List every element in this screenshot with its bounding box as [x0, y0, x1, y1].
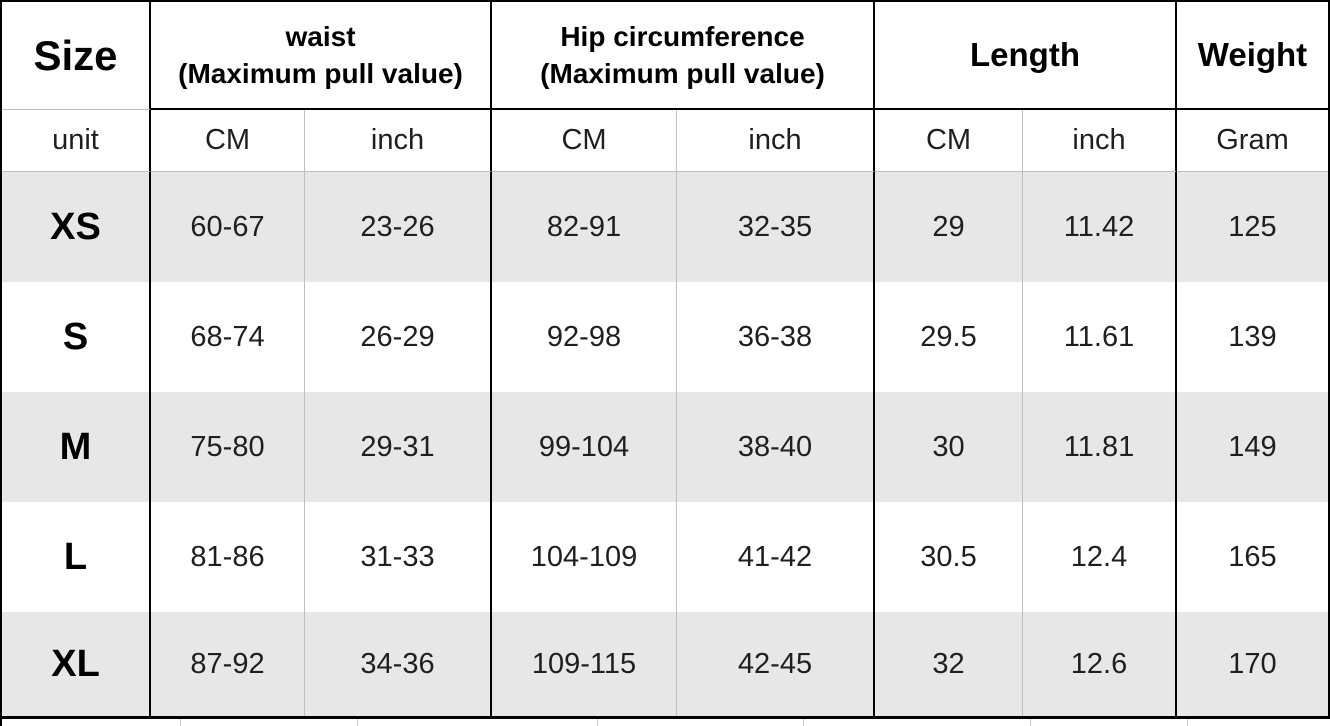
partial-row-gridline — [357, 719, 358, 726]
row-m-size-label: M — [2, 392, 151, 502]
row-xl-waist-cm: 87-92 — [151, 612, 305, 716]
unit-waist-cm: CM — [151, 110, 305, 172]
unit-waist-inch: inch — [305, 110, 492, 172]
row-s-hip-inch: 36-38 — [677, 282, 875, 392]
header-waist-line2: (Maximum pull value) — [178, 58, 463, 89]
row-xs-weight: 125 — [1177, 172, 1328, 282]
header-waist: waist (Maximum pull value) — [151, 2, 492, 110]
header-hip-line2: (Maximum pull value) — [540, 58, 825, 89]
partial-row-gridline — [803, 719, 804, 726]
row-xl-weight: 170 — [1177, 612, 1328, 716]
row-s-waist-cm: 68-74 — [151, 282, 305, 392]
unit-hip-inch: inch — [677, 110, 875, 172]
row-s-length-inch: 11.61 — [1023, 282, 1177, 392]
partial-row-gridline — [1187, 719, 1188, 726]
row-xl-size-label: XL — [2, 612, 151, 716]
row-m-hip-inch: 38-40 — [677, 392, 875, 502]
row-m-length-inch: 11.81 — [1023, 392, 1177, 502]
row-m-waist-cm: 75-80 — [151, 392, 305, 502]
row-l-waist-cm: 81-86 — [151, 502, 305, 612]
row-s-hip-cm: 92-98 — [492, 282, 677, 392]
header-hip: Hip circumference (Maximum pull value) — [492, 2, 875, 110]
partial-row-left-border — [0, 719, 2, 726]
unit-label: unit — [2, 110, 151, 172]
row-xs-hip-inch: 32-35 — [677, 172, 875, 282]
unit-length-inch: inch — [1023, 110, 1177, 172]
row-s-length-cm: 29.5 — [875, 282, 1023, 392]
header-hip-line1: Hip circumference — [560, 21, 805, 52]
row-xl-length-cm: 32 — [875, 612, 1023, 716]
row-xl-hip-cm: 109-115 — [492, 612, 677, 716]
row-l-length-cm: 30.5 — [875, 502, 1023, 612]
row-s-size-label: S — [2, 282, 151, 392]
row-xs-waist-cm: 60-67 — [151, 172, 305, 282]
row-s-waist-inch: 26-29 — [305, 282, 492, 392]
unit-hip-cm: CM — [492, 110, 677, 172]
row-xl-waist-inch: 34-36 — [305, 612, 492, 716]
row-m-waist-inch: 29-31 — [305, 392, 492, 502]
row-l-size-label: L — [2, 502, 151, 612]
row-xs-length-inch: 11.42 — [1023, 172, 1177, 282]
row-m-hip-cm: 99-104 — [492, 392, 677, 502]
row-s-weight: 139 — [1228, 320, 1277, 353]
header-length: Length — [875, 2, 1177, 110]
row-l-hip-cm: 104-109 — [492, 502, 677, 612]
unit-weight: Gram — [1177, 110, 1328, 172]
unit-length-cm: CM — [875, 110, 1023, 172]
row-l-weight: 165 — [1228, 540, 1277, 573]
header-size: Size — [2, 2, 151, 110]
row-xs-size-label: XS — [2, 172, 151, 282]
row-xl-length-inch: 12.6 — [1023, 612, 1177, 716]
row-l-length-inch: 12.4 — [1023, 502, 1177, 612]
header-weight: Weight — [1177, 2, 1328, 110]
row-xs-length-cm: 29 — [875, 172, 1023, 282]
row-xs-hip-cm: 82-91 — [492, 172, 677, 282]
row-xl-hip-inch: 42-45 — [677, 612, 875, 716]
row-l-waist-inch: 31-33 — [305, 502, 492, 612]
header-waist-line1: waist — [285, 21, 356, 52]
partial-row-gridline — [1030, 719, 1031, 726]
row-m-weight: 149 — [1177, 392, 1328, 502]
row-xs-waist-inch: 23-26 — [305, 172, 492, 282]
row-m-length-cm: 30 — [875, 392, 1023, 502]
partial-row-gridline — [597, 719, 598, 726]
partial-row-gridline — [180, 719, 181, 726]
partial-next-row — [0, 719, 1330, 726]
row-l-hip-inch: 41-42 — [677, 502, 875, 612]
